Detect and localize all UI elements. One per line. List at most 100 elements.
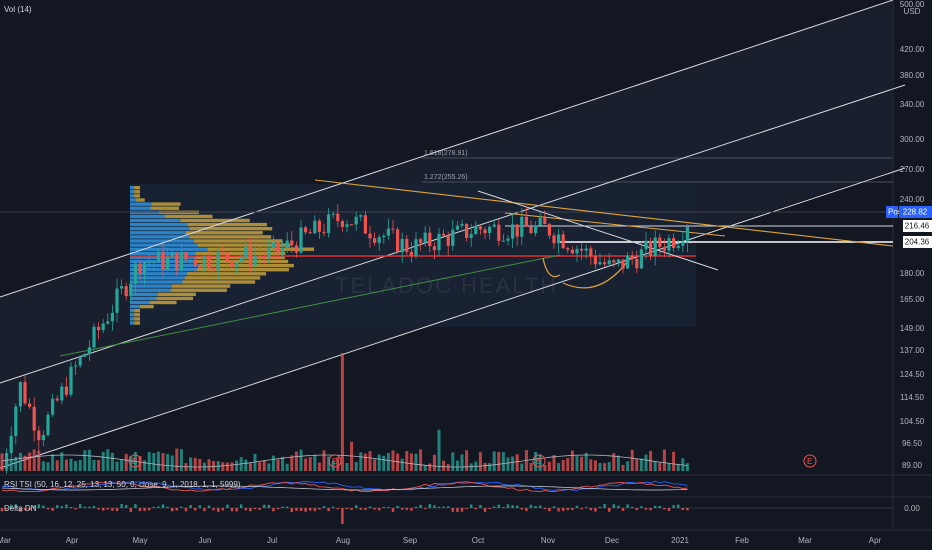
candle[interactable]: [653, 230, 657, 266]
candle[interactable]: [28, 398, 32, 409]
candle[interactable]: [529, 220, 533, 234]
candle[interactable]: [391, 220, 395, 234]
candle[interactable]: [672, 233, 676, 253]
candle[interactable]: [685, 224, 689, 253]
candle[interactable]: [354, 211, 358, 231]
candle[interactable]: [46, 411, 50, 437]
candle[interactable]: [400, 232, 404, 263]
candle[interactable]: [547, 222, 551, 240]
price-tag-216[interactable]: 216.46: [903, 220, 932, 232]
candle[interactable]: [322, 223, 326, 237]
candle[interactable]: [460, 220, 464, 229]
candle[interactable]: [9, 426, 13, 460]
candle[interactable]: [373, 232, 377, 246]
indicator-title-vol[interactable]: Vol (14): [4, 5, 32, 14]
candle[interactable]: [483, 226, 487, 239]
candle[interactable]: [488, 224, 492, 240]
channel-lower-line[interactable]: [0, 167, 906, 469]
candle[interactable]: [239, 254, 243, 268]
indicator-title-rsi[interactable]: RSI TSI (50, 16, 12, 25, 13, 13, 50, 0, …: [4, 480, 241, 489]
candle[interactable]: [83, 353, 87, 358]
candle[interactable]: [506, 235, 510, 246]
candle[interactable]: [414, 231, 418, 259]
candle[interactable]: [216, 248, 220, 281]
candle[interactable]: [575, 245, 579, 263]
candle[interactable]: [202, 254, 206, 273]
candle[interactable]: [589, 245, 593, 265]
candle[interactable]: [570, 246, 574, 255]
candle[interactable]: [133, 260, 137, 295]
earnings-marker-feb[interactable]: E: [803, 454, 817, 468]
candle[interactable]: [524, 207, 528, 228]
candle[interactable]: [469, 223, 473, 247]
candle[interactable]: [455, 221, 459, 231]
candle[interactable]: [235, 261, 239, 274]
candle[interactable]: [184, 251, 188, 263]
candle[interactable]: [175, 252, 179, 277]
candle[interactable]: [566, 246, 570, 254]
channel-upper-line[interactable]: [0, 0, 894, 298]
candle[interactable]: [37, 425, 41, 451]
candle[interactable]: [290, 231, 294, 254]
candle[interactable]: [603, 257, 607, 267]
candle[interactable]: [626, 252, 630, 269]
candle[interactable]: [607, 253, 611, 267]
candle[interactable]: [14, 403, 18, 445]
candle[interactable]: [110, 304, 114, 331]
candle[interactable]: [593, 249, 597, 269]
candle[interactable]: [97, 322, 101, 340]
price-axis[interactable]: 500.00 420.00 380.00 340.00 300.00 270.00 240.…: [900, 0, 925, 470]
candle[interactable]: [580, 243, 584, 261]
indicator-title-delta[interactable]: Delta DN: [4, 504, 37, 513]
candle[interactable]: [377, 234, 381, 251]
candle[interactable]: [561, 230, 565, 250]
time-axis[interactable]: Mar Apr May Jun Jul Aug Sep Oct Nov Dec 2021 Feb Mar…: [0, 536, 882, 545]
candle[interactable]: [193, 256, 197, 275]
candle[interactable]: [478, 224, 482, 235]
candle[interactable]: [350, 223, 354, 226]
candle[interactable]: [635, 250, 639, 273]
candle[interactable]: [189, 259, 193, 264]
candle[interactable]: [115, 278, 119, 323]
candle[interactable]: [409, 242, 413, 263]
candle[interactable]: [244, 241, 248, 263]
candle[interactable]: [534, 221, 538, 237]
candle[interactable]: [276, 241, 280, 264]
candle[interactable]: [41, 430, 45, 447]
candle[interactable]: [262, 251, 266, 265]
candle[interactable]: [166, 247, 170, 272]
candle[interactable]: [644, 232, 648, 260]
candle[interactable]: [552, 232, 556, 249]
candle[interactable]: [501, 234, 505, 242]
candle[interactable]: [55, 395, 59, 403]
candle[interactable]: [446, 231, 450, 256]
candle[interactable]: [382, 233, 386, 244]
candle[interactable]: [465, 223, 469, 242]
candle[interactable]: [616, 258, 620, 267]
candle[interactable]: [87, 340, 91, 362]
candle[interactable]: [120, 279, 124, 295]
candle[interactable]: [497, 219, 501, 246]
candle[interactable]: [138, 259, 142, 281]
candle[interactable]: [340, 219, 344, 233]
candle[interactable]: [221, 245, 225, 256]
candle[interactable]: [198, 264, 202, 268]
candle[interactable]: [543, 210, 547, 225]
candle[interactable]: [515, 224, 519, 246]
post-price-tag[interactable]: Post 228.82: [886, 206, 932, 218]
candle[interactable]: [170, 250, 174, 258]
candle[interactable]: [612, 259, 616, 268]
candle[interactable]: [667, 234, 671, 258]
candle[interactable]: [345, 219, 349, 233]
candle[interactable]: [649, 237, 653, 261]
candle[interactable]: [18, 381, 22, 412]
candle[interactable]: [368, 225, 372, 248]
candle[interactable]: [639, 241, 643, 270]
earnings-marker-jul[interactable]: E: [328, 454, 342, 468]
candle[interactable]: [681, 231, 685, 253]
candle[interactable]: [363, 211, 367, 234]
candle[interactable]: [156, 248, 160, 263]
candle[interactable]: [451, 219, 455, 251]
candle[interactable]: [285, 232, 289, 254]
